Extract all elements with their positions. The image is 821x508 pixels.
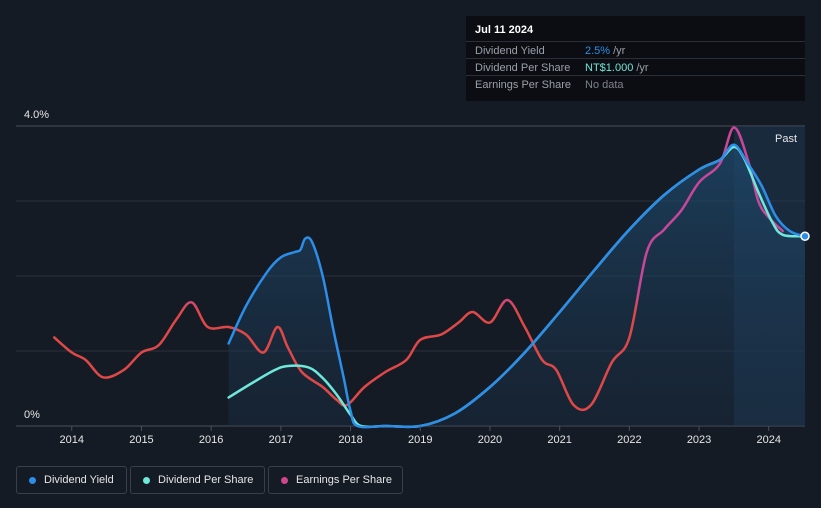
legend-dot-icon — [29, 477, 36, 484]
dividend-yield-line — [227, 143, 807, 429]
tooltip-label: Earnings Per Share — [475, 79, 571, 91]
x-tick-label: 2021 — [547, 434, 571, 446]
tooltip-row-dividend-yield: Dividend Yield 2.5%/yr — [466, 41, 805, 59]
x-tick-label: 2015 — [129, 434, 153, 446]
current-value-marker — [800, 231, 810, 241]
x-tick-label: 2019 — [408, 434, 432, 446]
tooltip-value: NT$1.000 — [585, 62, 634, 74]
x-tick-label: 2024 — [757, 434, 781, 446]
legend-dot-icon — [281, 477, 288, 484]
x-tick-label: 2017 — [269, 434, 293, 446]
earnings-per-share-line — [53, 126, 784, 412]
legend-dividend-yield[interactable]: Dividend Yield — [16, 466, 127, 494]
tooltip-date: Jul 11 2024 — [475, 24, 534, 36]
y-axis-min-label: 0% — [24, 409, 40, 421]
past-label: Past — [775, 133, 797, 145]
tooltip-value: No data — [585, 79, 624, 91]
legend-earnings-per-share[interactable]: Earnings Per Share — [268, 466, 403, 494]
x-tick-label: 2018 — [338, 434, 362, 446]
tooltip-value: 2.5% — [585, 45, 611, 57]
tooltip-label: Dividend Per Share — [475, 62, 571, 74]
y-axis-max-label: 4.0% — [24, 109, 49, 121]
tooltip-unit: /yr — [636, 62, 649, 74]
legend-dividend-per-share[interactable]: Dividend Per Share — [130, 466, 265, 494]
x-tick-label: 2022 — [617, 434, 641, 446]
tooltip-unit: /yr — [613, 45, 626, 57]
x-tick-label: 2023 — [687, 434, 711, 446]
tooltip-row-dividend-per-share: Dividend Per Share NT$1.000/yr — [466, 58, 805, 76]
legend-label: Earnings Per Share — [296, 474, 392, 486]
legend-label: Dividend Per Share — [158, 474, 254, 486]
legend-dot-icon — [143, 477, 150, 484]
dividend-yield-area — [228, 144, 805, 428]
legend-label: Dividend Yield — [44, 474, 114, 486]
x-axis: 2014 2015 2016 2017 2018 2019 2020 2021 2022 2023… — [60, 426, 781, 446]
x-tick-label: 2016 — [199, 434, 223, 446]
tooltip-row-earnings-per-share: Earnings Per Share No data — [466, 75, 805, 93]
tooltip-label: Dividend Yield — [475, 45, 545, 57]
x-tick-label: 2014 — [60, 434, 84, 446]
tooltip: Jul 11 2024 Dividend Yield 2.5%/yr Divid… — [466, 16, 805, 101]
x-tick-label: 2020 — [478, 434, 502, 446]
